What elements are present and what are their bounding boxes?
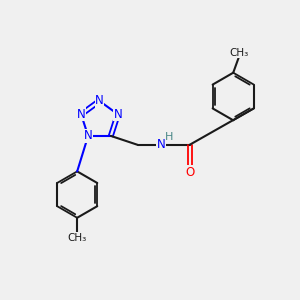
Text: N: N	[84, 129, 92, 142]
Text: H: H	[165, 131, 174, 142]
Text: O: O	[185, 166, 194, 179]
Text: N: N	[95, 94, 104, 107]
Text: N: N	[113, 108, 122, 121]
Text: N: N	[77, 108, 85, 121]
Text: CH₃: CH₃	[229, 47, 248, 58]
Text: N: N	[157, 138, 166, 151]
Text: CH₃: CH₃	[68, 233, 87, 243]
